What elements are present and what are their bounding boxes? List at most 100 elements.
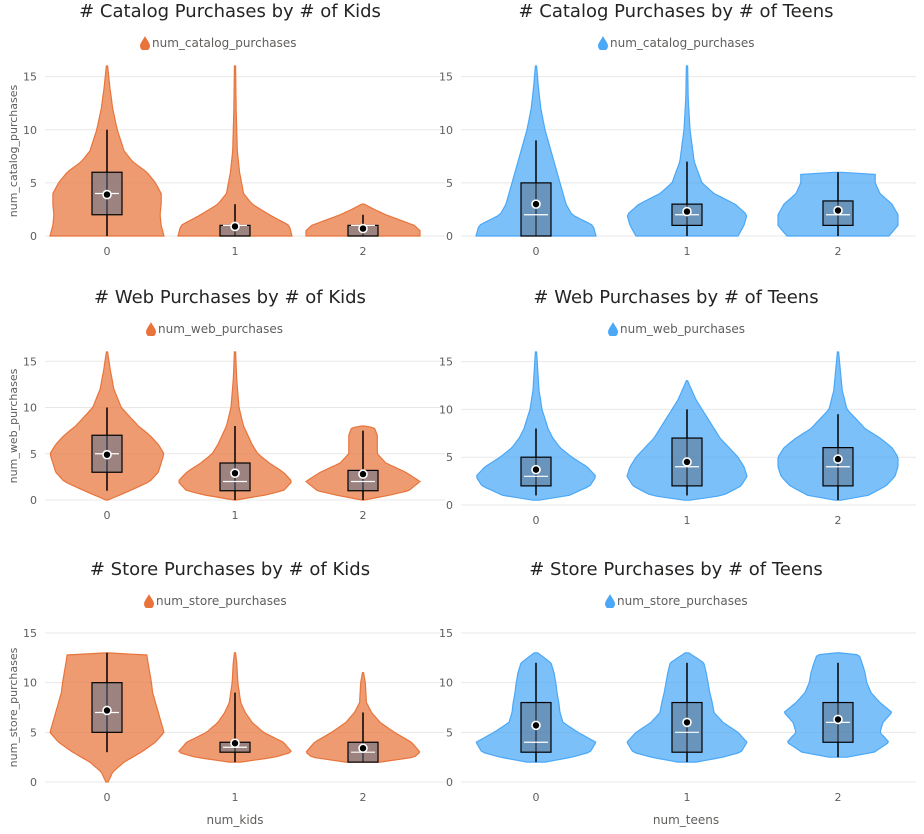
x-tick-label: 1	[232, 791, 239, 804]
violin-plot: 0 5 10 15 0 1 2	[439, 627, 916, 804]
x-tick-label: 2	[835, 245, 842, 258]
violin-body	[177, 65, 293, 237]
y-axis-label: num_web_purchases	[7, 368, 20, 483]
y-tick-label: 10	[23, 124, 37, 137]
chart-title: # Web Purchases by # of Teens	[533, 287, 819, 308]
legend: num_store_purchases	[144, 594, 287, 608]
y-tick-label: 5	[30, 177, 37, 190]
legend: num_catalog_purchases	[140, 36, 297, 50]
y-tick-label: 5	[446, 177, 453, 190]
violin-body	[476, 351, 596, 501]
y-axis-label: num_catalog_purchases	[7, 84, 20, 217]
legend-label: num_web_purchases	[158, 322, 284, 336]
mean-marker	[358, 743, 368, 754]
y-tick-label: 10	[23, 402, 37, 415]
mean-marker	[102, 449, 112, 460]
mean-marker	[682, 206, 692, 217]
drop-legend-icon	[605, 594, 615, 608]
y-tick-label: 15	[439, 71, 453, 84]
y-tick-label: 5	[446, 451, 453, 464]
y-tick-label: 10	[439, 124, 453, 137]
y-tick-label: 15	[23, 71, 37, 84]
legend: num_store_purchases	[605, 594, 748, 608]
y-tick-label: 5	[446, 726, 453, 739]
mean-marker	[531, 720, 541, 731]
drop-legend-icon	[598, 36, 608, 50]
y-tick-label: 0	[30, 776, 37, 789]
x-axis-label-teens: num_teens	[652, 813, 720, 827]
y-tick-label: 0	[446, 230, 453, 243]
mean-marker	[833, 714, 843, 725]
x-tick-label: 2	[835, 791, 842, 804]
mean-marker	[102, 189, 112, 200]
y-tick-label: 15	[439, 356, 453, 369]
mean-marker	[358, 469, 368, 479]
y-tick-label: 15	[23, 627, 37, 640]
panel-catalog-kids: # Catalog Purchases by # of Kids num_cat…	[0, 1, 460, 276]
mean-marker	[531, 464, 541, 475]
legend: num_web_purchases	[146, 322, 283, 336]
x-tick-label: 2	[360, 509, 367, 522]
y-tick-label: 10	[23, 677, 37, 690]
panel-web-teens: # Web Purchases by # of Teens num_web_pu…	[439, 287, 916, 562]
legend-label: num_catalog_purchases	[610, 36, 755, 50]
y-tick-label: 15	[439, 627, 453, 640]
x-tick-label: 1	[684, 245, 691, 258]
legend-label: num_store_purchases	[156, 594, 287, 608]
panel-store-teens: # Store Purchases by # of Teens num_stor…	[439, 559, 916, 834]
chart-title: # Catalog Purchases by # of Kids	[79, 1, 381, 22]
drop-legend-icon	[146, 322, 156, 336]
x-tick-label: 2	[360, 245, 367, 258]
panel-catalog-teens: # Catalog Purchases by # of Teens num_ca…	[439, 1, 916, 276]
mean-marker	[230, 738, 240, 749]
panel-store-kids: # Store Purchases by # of Kids num_store…	[0, 559, 460, 834]
drop-legend-icon	[608, 322, 618, 336]
chart-title: # Store Purchases by # of Kids	[89, 559, 371, 580]
y-tick-label: 15	[23, 355, 37, 368]
drop-legend-icon	[144, 594, 154, 608]
x-tick-label: 2	[360, 791, 367, 804]
chart-title: # Catalog Purchases by # of Teens	[518, 1, 834, 22]
drop-legend-icon	[140, 36, 150, 50]
legend: num_web_purchases	[608, 322, 745, 336]
mean-marker	[682, 457, 692, 467]
mean-marker	[230, 468, 240, 478]
chart-title: # Store Purchases by # of Teens	[529, 559, 823, 580]
x-tick-label: 1	[684, 791, 691, 804]
y-tick-label: 5	[30, 448, 37, 461]
mean-marker	[358, 223, 368, 234]
legend: num_catalog_purchases	[598, 36, 755, 50]
mean-marker	[230, 221, 240, 232]
x-tick-label: 0	[104, 791, 111, 804]
x-tick-label: 0	[533, 791, 540, 804]
mean-marker	[102, 705, 112, 716]
chart-title: # Web Purchases by # of Kids	[94, 287, 366, 308]
x-tick-label: 0	[533, 514, 540, 527]
violin-plot: 0 5 10 15 0 1 2	[439, 351, 916, 527]
box-iqr	[520, 182, 552, 237]
x-tick-label: 0	[104, 509, 111, 522]
mean-marker	[833, 205, 843, 216]
mean-marker	[833, 454, 843, 464]
mean-marker	[531, 199, 541, 209]
y-tick-label: 0	[30, 494, 37, 507]
x-tick-label: 0	[104, 245, 111, 258]
legend-label: num_catalog_purchases	[152, 36, 297, 50]
y-tick-label: 10	[439, 677, 453, 690]
y-tick-label: 0	[446, 776, 453, 789]
x-tick-label: 0	[533, 245, 540, 258]
box-iqr	[671, 701, 703, 753]
violin-body	[626, 65, 748, 237]
violin-plot: 0 5 10 15 0 1 2	[439, 65, 916, 258]
x-axis-label-kids: num_kids	[206, 813, 264, 827]
y-tick-label: 5	[30, 726, 37, 739]
x-tick-label: 1	[684, 514, 691, 527]
y-tick-label: 10	[439, 403, 453, 416]
x-tick-label: 1	[232, 509, 239, 522]
legend-label: num_store_purchases	[617, 594, 748, 608]
mean-marker	[682, 717, 692, 728]
x-tick-label: 2	[835, 514, 842, 527]
